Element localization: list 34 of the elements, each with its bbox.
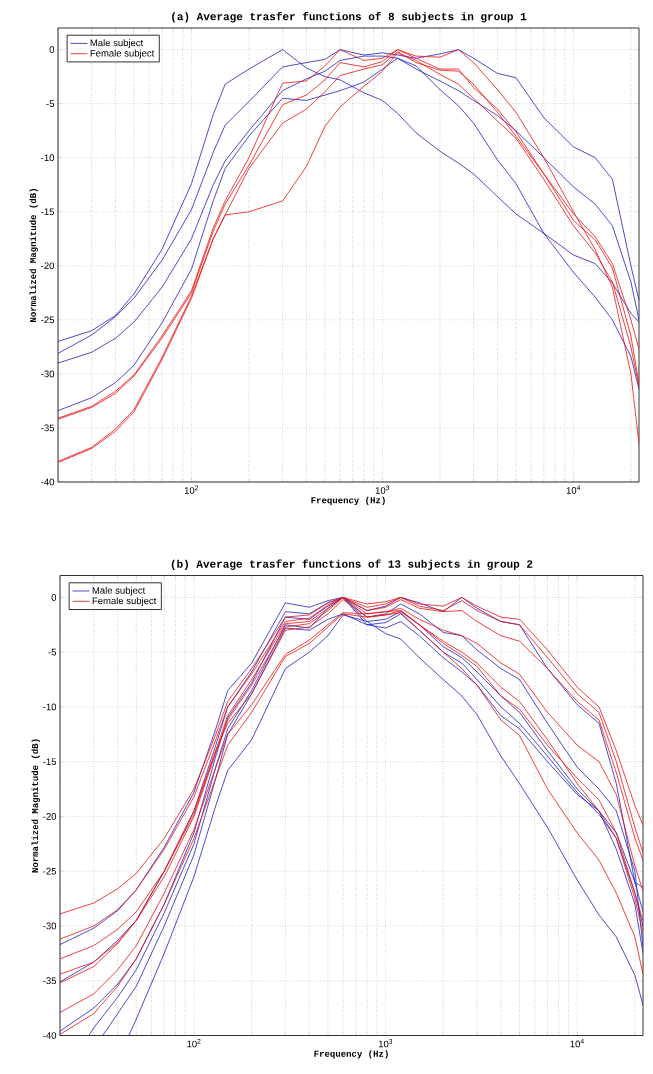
y-tick-label: 0 (49, 46, 55, 53)
y-tick-label: -40 (41, 478, 55, 486)
chart-title: (a) Average trasfer functions of 8 subjects in group 1 (172, 12, 527, 23)
y-tick-label: 0 (51, 594, 57, 601)
legend-label: Female subject (90, 49, 155, 59)
y-axis-title: Normalized Magnitude (dB) (31, 739, 40, 873)
y-tick-label: -15 (41, 208, 55, 216)
x-tick-label: 10$^{3}$ (375, 485, 390, 494)
x-tick-label: 10$^{2}$ (184, 485, 199, 494)
y-tick-label: -25 (43, 867, 57, 875)
x-axis-title: Frequency (Hz) (311, 496, 385, 506)
legend-label: Male subject (90, 39, 144, 49)
y-tick-label: -10 (41, 154, 55, 162)
y-tick-label: -25 (41, 316, 55, 324)
x-tick-label: 10$^{2}$ (187, 1039, 201, 1048)
y-tick-label: -40 (43, 1032, 57, 1039)
y-tick-label: -5 (46, 100, 55, 107)
y-tick-label: -35 (43, 977, 57, 985)
y-tick-label: -30 (41, 370, 55, 378)
legend-label: Male subject (92, 586, 146, 596)
y-tick-label: -5 (48, 648, 57, 656)
x-tick-label: 10$^{4}$ (566, 485, 581, 494)
y-tick-label: -20 (41, 262, 55, 270)
y-tick-label: -35 (41, 424, 55, 432)
x-tick-label: 10$^{3}$ (378, 1039, 393, 1048)
chart-title: (b) Average trasfer functions of 13 subjects in group 2 (171, 559, 533, 570)
y-tick-label: -10 (43, 703, 57, 711)
x-tick-label: 10$^{4}$ (570, 1039, 584, 1048)
y-tick-label: -30 (43, 922, 57, 930)
y-tick-label: -15 (43, 758, 57, 765)
y-axis-title: Normalized Magnitude (dB) (29, 189, 38, 322)
x-axis-title: Frequency (Hz) (314, 1050, 388, 1059)
legend-label: Female subject (92, 597, 157, 607)
y-tick-label: -20 (43, 813, 57, 820)
